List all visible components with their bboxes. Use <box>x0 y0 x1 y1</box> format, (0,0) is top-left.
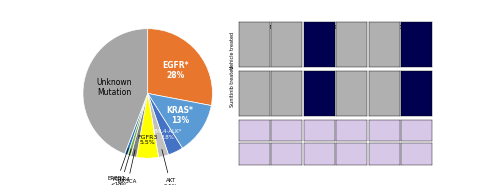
Text: FGFR3
5.5%: FGFR3 5.5% <box>137 135 158 145</box>
Wedge shape <box>148 93 182 155</box>
Wedge shape <box>148 29 213 106</box>
Text: Vehicle treated: Vehicle treated <box>230 32 235 69</box>
Text: KRAS*
13%: KRAS* 13% <box>167 106 193 125</box>
Text: ERBB2
<1%: ERBB2 <1% <box>108 148 129 185</box>
Wedge shape <box>148 93 168 157</box>
Text: Unknown
Mutation: Unknown Mutation <box>97 78 132 97</box>
Text: FGFR3-WT: FGFR3-WT <box>245 25 273 30</box>
Wedge shape <box>125 93 148 155</box>
Wedge shape <box>83 29 148 154</box>
Text: FGFR4
<1%: FGFR4 <1% <box>112 149 131 185</box>
Text: Sunitinib treated: Sunitinib treated <box>230 66 235 107</box>
Text: EML4-ALK*
3.8%: EML4-ALK* 3.8% <box>153 129 182 140</box>
Wedge shape <box>128 93 148 156</box>
Wedge shape <box>136 93 158 158</box>
Text: EGFR*
28%: EGFR* 28% <box>162 61 188 80</box>
Wedge shape <box>148 93 211 148</box>
Wedge shape <box>131 93 148 157</box>
Text: FGFR3-G691R: FGFR3-G691R <box>368 25 407 30</box>
Text: AKT
2.5%: AKT 2.5% <box>162 149 178 185</box>
Text: PIK3CA
1.4%: PIK3CA 1.4% <box>118 150 137 185</box>
Text: FGFR3-S249C: FGFR3-S249C <box>305 25 342 30</box>
